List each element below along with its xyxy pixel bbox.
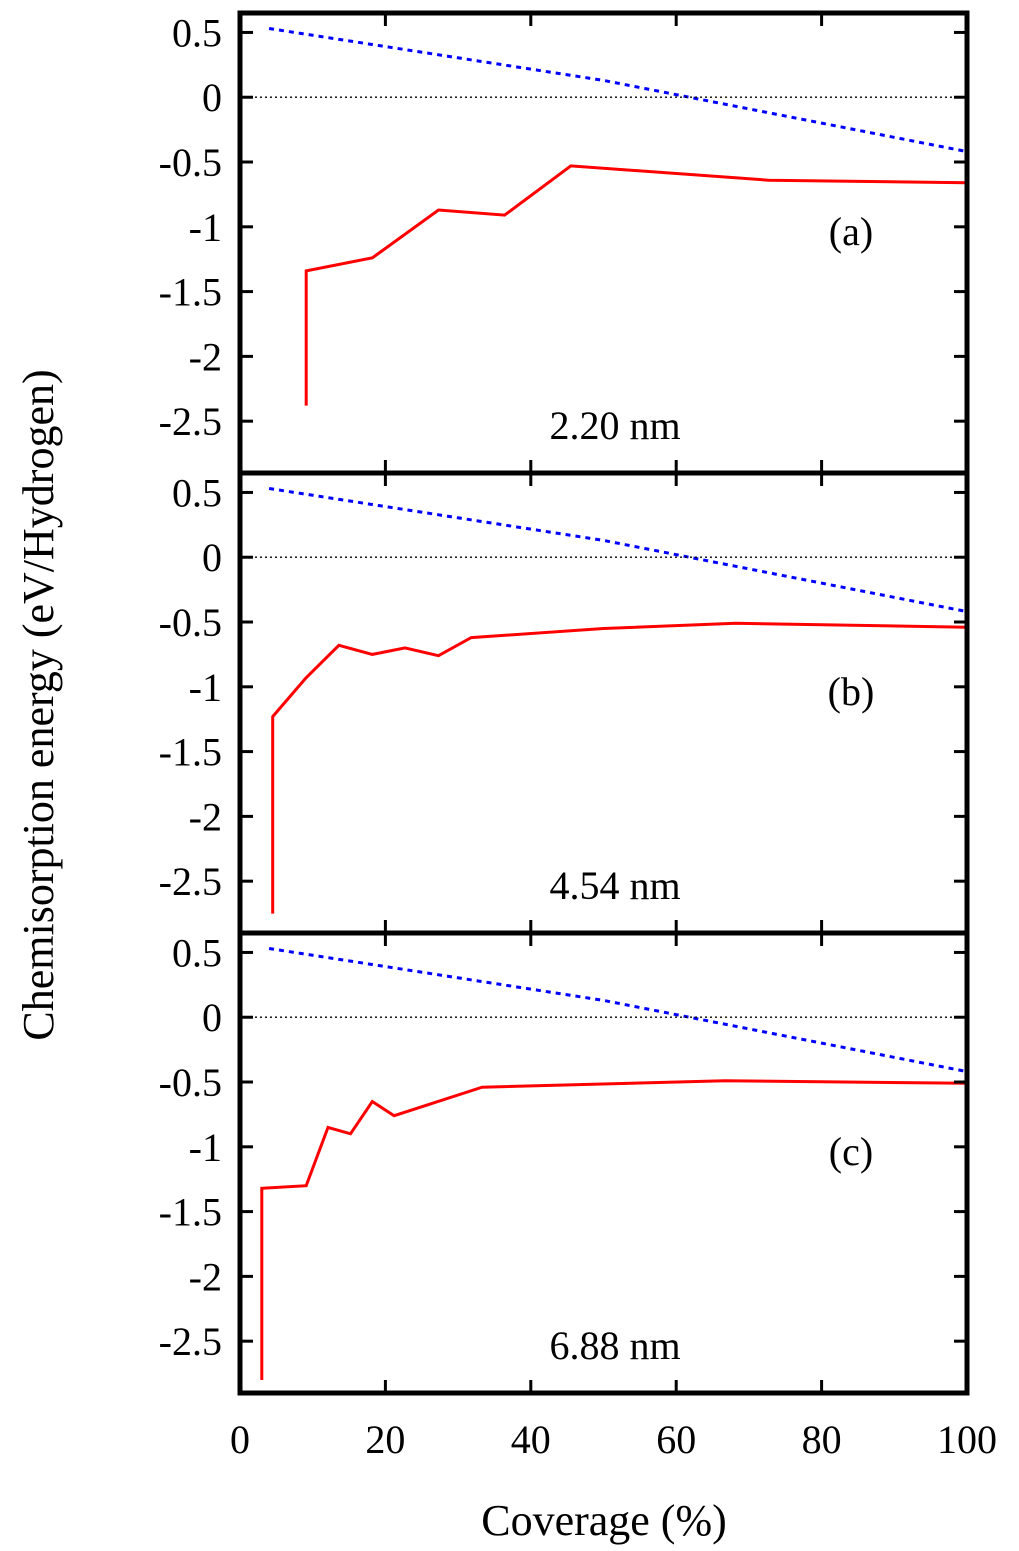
panel-b: 0.5 0 -0.5 -1 -1.5 -2 -2.5 (b) 4.54 nm — [159, 470, 970, 936]
y-tick-label: -2.5 — [159, 1319, 222, 1364]
dashed-series-line — [268, 947, 967, 1074]
y-tick-label: -2 — [189, 794, 222, 839]
chemisorption-series-line — [271, 621, 967, 914]
x-tick-label: 60 — [656, 1417, 696, 1462]
panel-tag: (b) — [828, 669, 875, 714]
x-tick-label: 80 — [802, 1417, 842, 1462]
y-tick-label: -0.5 — [159, 600, 222, 645]
y-tick-label: -2 — [189, 334, 222, 379]
y-tick-label: -1 — [189, 665, 222, 710]
plot-frame — [237, 930, 970, 1396]
panels-group: 0.5 0 -0.5 -1 -1.5 -2 -2.5 (a) 2.20 nm 0.5 0 -0.5 -1… — [159, 10, 997, 1462]
y-tick-label: -0.5 — [159, 1060, 222, 1105]
y-tick-label: 0 — [202, 75, 222, 120]
x-tick-label: 40 — [511, 1417, 551, 1462]
chemisorption-series-line — [260, 1079, 967, 1380]
y-tick-label: -1 — [189, 1125, 222, 1170]
y-tick-label: 0.5 — [172, 470, 222, 515]
chemisorption-series-line — [304, 164, 967, 406]
y-tick-label: -2 — [189, 1254, 222, 1299]
y-tick-label: 0.5 — [172, 930, 222, 975]
y-tick-label: -0.5 — [159, 140, 222, 185]
size-label: 4.54 nm — [549, 863, 680, 908]
y-axis-title: Chemisorption energy (eV/Hydrogen) — [14, 369, 63, 1040]
x-axis-title: Coverage (%) — [481, 1496, 727, 1545]
y-tick-label: -2.5 — [159, 399, 222, 444]
y-tick-label: 0.5 — [172, 10, 222, 55]
y-tick-label: -1 — [189, 205, 222, 250]
y-tick-label: 0 — [202, 535, 222, 580]
y-tick-label: -2.5 — [159, 859, 222, 904]
y-tick-label: -1.5 — [159, 270, 222, 315]
panel-tag: (c) — [829, 1129, 873, 1174]
y-tick-label: -1.5 — [159, 730, 222, 775]
dashed-series-line — [268, 27, 967, 154]
x-tick-label: 20 — [365, 1417, 405, 1462]
y-tick-label: 0 — [202, 995, 222, 1040]
x-tick-label: 0 — [230, 1417, 250, 1462]
x-tick-label: 100 — [937, 1417, 997, 1462]
panel-tag: (a) — [829, 209, 873, 254]
size-label: 2.20 nm — [549, 403, 680, 448]
size-label: 6.88 nm — [549, 1323, 680, 1368]
dashed-series-line — [268, 487, 967, 614]
panel-a: 0.5 0 -0.5 -1 -1.5 -2 -2.5 (a) 2.20 nm — [159, 10, 970, 476]
y-tick-label: -1.5 — [159, 1190, 222, 1235]
panel-c: 0.5 0 -0.5 -1 -1.5 -2 -2.5 0 20 40 60 80 100 (c) 6.88 … — [159, 930, 997, 1462]
